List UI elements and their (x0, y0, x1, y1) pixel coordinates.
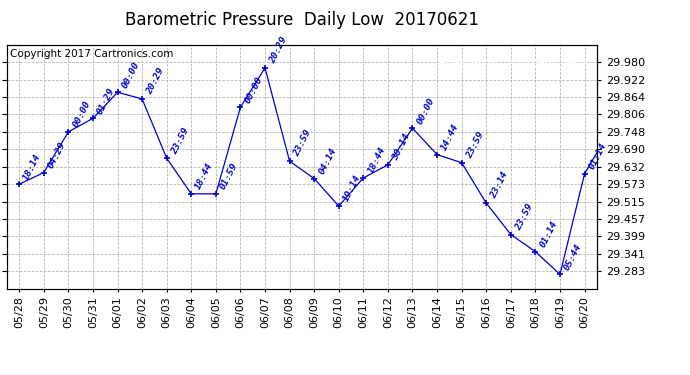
Text: 30:14: 30:14 (391, 132, 412, 162)
Text: 20:29: 20:29 (268, 35, 289, 65)
Text: 23:59: 23:59 (513, 202, 535, 232)
Text: 23:59: 23:59 (170, 126, 190, 155)
Text: Copyright 2017 Cartronics.com: Copyright 2017 Cartronics.com (10, 49, 174, 59)
Text: 19:14: 19:14 (342, 174, 363, 203)
Text: 00:00: 00:00 (415, 96, 436, 126)
Text: 05:44: 05:44 (563, 242, 584, 272)
Text: 18:44: 18:44 (366, 146, 387, 175)
Text: 00:00: 00:00 (243, 75, 264, 105)
Text: 04:29: 04:29 (46, 140, 68, 170)
Text: 01:29: 01:29 (96, 86, 117, 116)
Text: 23:59: 23:59 (293, 129, 313, 158)
Text: 00:00: 00:00 (120, 60, 141, 90)
Text: 00:00: 00:00 (71, 99, 92, 129)
Text: 01:14: 01:14 (538, 219, 560, 249)
Text: 04:14: 04:14 (317, 146, 338, 176)
Text: 01:14: 01:14 (587, 141, 609, 171)
Text: 20:29: 20:29 (145, 66, 166, 96)
Text: 01:59: 01:59 (219, 161, 239, 191)
Text: 15:14: 15:14 (0, 374, 1, 375)
Text: 18:44: 18:44 (194, 161, 215, 191)
Text: 18:14: 18:14 (22, 152, 43, 182)
Text: Barometric Pressure  Daily Low  20170621: Barometric Pressure Daily Low 20170621 (125, 11, 479, 29)
Text: 14:44: 14:44 (440, 122, 461, 152)
Text: 23:14: 23:14 (489, 171, 510, 200)
Text: 23:59: 23:59 (464, 130, 486, 160)
Text: Pressure  (Inches/Hg): Pressure (Inches/Hg) (437, 57, 587, 70)
